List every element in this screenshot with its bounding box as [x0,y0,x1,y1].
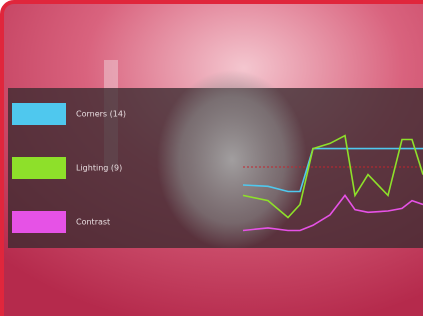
legend-label: Contrast [76,218,110,227]
legend-swatch [12,103,66,125]
screen: Corners (14) Lighting (9) Contrast [0,0,423,316]
legend-label: Corners (14) [76,110,126,119]
legend-swatch [12,157,66,179]
legend-label: Lighting (9) [76,164,122,173]
glow [157,70,307,250]
legend-swatch [12,211,66,233]
